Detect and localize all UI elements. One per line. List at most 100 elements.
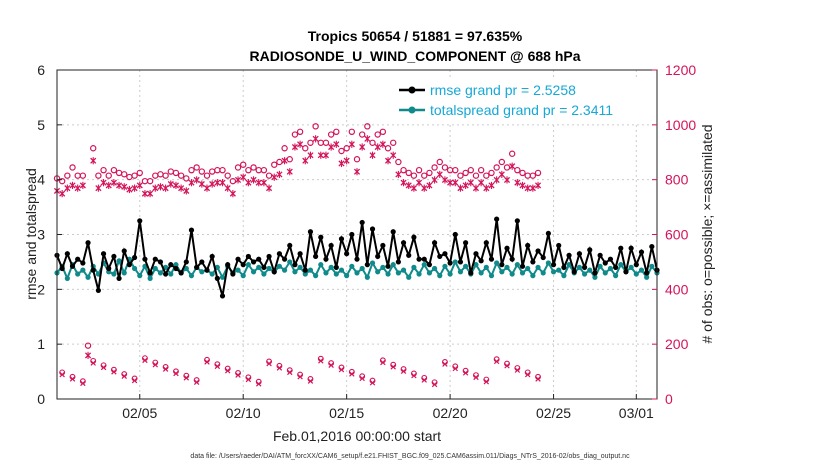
- rmse-point: [168, 262, 174, 268]
- obs-possible-marker: [276, 158, 283, 166]
- obs-possible-marker: [431, 164, 438, 171]
- obs-assimilated-marker: [374, 143, 381, 151]
- y-axis-label-right: # of obs: o=possible; ×=assimilated: [699, 124, 715, 343]
- rmse-point: [281, 256, 288, 262]
- spread-point: [250, 269, 257, 275]
- obs-assimilated-low-marker: [131, 377, 138, 384]
- spread-point: [199, 269, 205, 275]
- y-tick-label-right: 1200: [665, 62, 696, 78]
- rmse-point: [235, 256, 241, 262]
- obs-assimilated-marker: [447, 179, 454, 187]
- rmse-point: [457, 259, 464, 265]
- y-tick-label-left: 4: [37, 172, 45, 188]
- spread-point: [292, 269, 298, 275]
- obs-assimilated-marker: [260, 179, 267, 187]
- spread-point: [385, 271, 391, 277]
- rmse-point: [592, 270, 598, 276]
- rmse-point: [400, 240, 407, 246]
- obs-assimilated-low-marker: [204, 359, 210, 365]
- obs-possible-marker: [374, 131, 381, 138]
- spread-point: [411, 264, 417, 270]
- legend-marker-rmse: [408, 86, 416, 94]
- spread-point: [545, 260, 551, 266]
- rmse-point: [354, 256, 360, 262]
- obs-assimilated-marker: [110, 179, 117, 187]
- obs-possible-marker: [203, 172, 211, 179]
- rmse-point: [219, 293, 226, 299]
- rmse-point: [380, 242, 386, 249]
- rmse-point: [447, 260, 453, 266]
- rmse-point: [416, 256, 422, 262]
- chart-title-line2: RADIOSONDE_U_WIND_COMPONENT @ 688 hPa: [249, 48, 580, 64]
- obs-assimilated-marker: [229, 190, 236, 198]
- obs-assimilated-marker: [312, 135, 319, 143]
- obs-assimilated-marker: [483, 184, 490, 192]
- obs-possible-marker: [245, 166, 252, 174]
- obs-assimilated-marker: [307, 151, 314, 159]
- obs-assimilated-marker: [503, 176, 511, 184]
- rmse-point: [318, 234, 324, 240]
- spread-point: [602, 270, 608, 276]
- obs-possible-marker: [364, 123, 371, 130]
- rmse-point: [178, 270, 184, 276]
- obs-assimilated-low-marker: [535, 376, 541, 382]
- rmse-point: [214, 275, 220, 281]
- obs-assimilated-marker: [121, 183, 128, 191]
- obs-possible-marker: [240, 161, 247, 168]
- obs-possible-marker: [296, 128, 304, 135]
- y-tick-label-right: 600: [665, 227, 689, 243]
- spread-point: [499, 269, 505, 275]
- obs-assimilated-low-marker: [235, 372, 241, 378]
- rmse-point: [581, 264, 588, 270]
- spread-point: [338, 267, 345, 273]
- obs-assimilated-low-marker: [59, 371, 65, 378]
- obs-possible-marker: [281, 145, 288, 152]
- obs-assimilated-marker: [219, 179, 226, 187]
- spread-point: [302, 271, 308, 277]
- obs-assimilated-marker: [534, 181, 542, 190]
- obs-possible-marker: [327, 131, 335, 138]
- y-tick-label-left: 5: [37, 117, 45, 133]
- x-tick-label: 02/10: [226, 405, 261, 421]
- rmse-point: [644, 270, 650, 276]
- spread-point: [540, 270, 546, 276]
- obs-possible-marker: [498, 158, 506, 166]
- obs-assimilated-marker: [405, 181, 412, 190]
- obs-assimilated-low-marker: [411, 372, 417, 379]
- rmse-point: [323, 256, 329, 262]
- obs-assimilated-marker: [426, 181, 433, 190]
- obs-possible-marker: [131, 172, 138, 179]
- rmse-point: [390, 229, 396, 235]
- x-tick-label: 02/15: [329, 405, 364, 421]
- rmse-point: [188, 227, 195, 233]
- rmse-point: [494, 216, 500, 222]
- rmse-point: [292, 262, 298, 268]
- spread-point: [281, 267, 288, 273]
- obs-possible-marker: [405, 169, 412, 177]
- spread-point: [426, 270, 433, 276]
- obs-possible-marker: [79, 172, 87, 179]
- obs-possible-marker: [69, 164, 76, 171]
- obs-assimilated-low-marker: [90, 360, 96, 366]
- x-axis-label: Feb.01,2016 00:00:00 start: [273, 428, 441, 444]
- rmse-point: [59, 265, 65, 272]
- spread-point: [245, 262, 251, 268]
- obs-possible-marker: [333, 128, 340, 135]
- spread-point: [121, 270, 127, 276]
- obs-assimilated-marker: [162, 184, 169, 192]
- obs-assimilated-low-marker: [111, 369, 117, 375]
- obs-assimilated-marker: [493, 176, 500, 184]
- obs-assimilated-marker: [193, 176, 200, 184]
- spread-point: [323, 270, 329, 276]
- obs-assimilated-marker: [59, 190, 66, 198]
- obs-assimilated-marker: [141, 190, 148, 198]
- obs-assimilated-low-marker: [369, 380, 376, 386]
- obs-possible-marker: [508, 150, 516, 157]
- spread-point: [561, 273, 567, 279]
- obs-assimilated-marker: [203, 184, 211, 192]
- rmse-point: [250, 259, 257, 265]
- rmse-point: [556, 242, 562, 249]
- rmse-point: [375, 253, 381, 260]
- rmse-point: [426, 262, 433, 268]
- obs-possible-marker: [441, 164, 449, 171]
